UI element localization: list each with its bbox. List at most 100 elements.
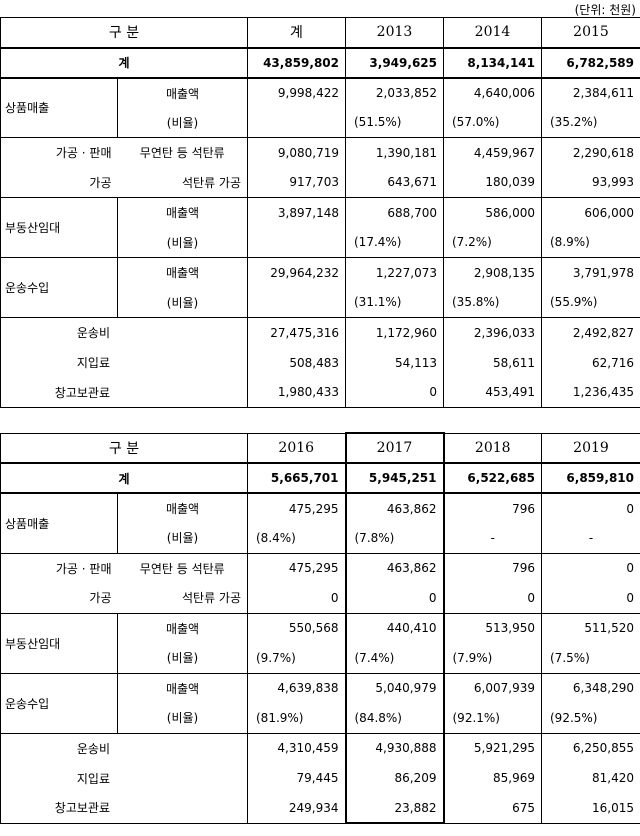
value-cell: (35.2%) xyxy=(541,107,640,138)
header-cell: 2014 xyxy=(443,17,542,49)
value-cell: 550,568 xyxy=(247,612,346,643)
value-cell: 1,172,960 xyxy=(345,317,444,348)
row-label: 창고보관료 xyxy=(0,793,248,824)
header-cell: 구 분 xyxy=(0,17,248,49)
data-row: 지입료 508,483 54,113 58,611 62,716 xyxy=(0,347,640,378)
value-cell: 4,640,006 xyxy=(443,77,542,108)
data-row: 운송수입 매출액 29,964,232 1,227,073 2,908,135 3,791… xyxy=(0,257,640,318)
value-cell: 1,227,073 xyxy=(345,257,444,288)
header-row: 구 분 계 2013 2014 2015 xyxy=(0,17,640,49)
value-cell: 917,703 xyxy=(247,167,346,198)
row-label: (비율) xyxy=(117,643,248,673)
total-value: 8,134,141 xyxy=(443,47,542,79)
header-cell: 2016 xyxy=(247,432,346,464)
value-cell: 463,862 xyxy=(344,552,445,583)
value-cell: 93,993 xyxy=(541,167,640,198)
value-cell: 2,908,135 xyxy=(443,257,542,288)
value-cell: (7.9%) xyxy=(443,643,542,673)
data-row: 창고보관료 1,980,433 0 453,491 1,236,435 xyxy=(0,377,640,408)
value-cell: 1,390,181 xyxy=(345,137,444,168)
value-cell xyxy=(247,227,346,258)
value-cell: 5,040,979 xyxy=(344,672,445,703)
group-label: 운송수입 xyxy=(0,257,118,318)
value-cell: (7.5%) xyxy=(541,643,640,673)
value-cell: 643,671 xyxy=(345,167,444,198)
value-cell: - xyxy=(541,523,640,553)
row-side-label: 가공 xyxy=(0,167,118,198)
group-label: 부동산임대 xyxy=(0,197,118,258)
data-row: 가공 석탄류 가공 0 0 0 0 xyxy=(0,583,640,613)
header-cell: 2017 xyxy=(344,432,445,464)
total-value: 6,522,685 xyxy=(443,463,542,494)
row-label: 매출액 xyxy=(117,672,248,703)
value-cell: (9.7%) xyxy=(247,643,346,673)
value-cell: 0 xyxy=(345,377,444,408)
value-cell: 2,290,618 xyxy=(541,137,640,168)
value-cell: (51.5%) xyxy=(345,107,444,138)
header-cell: 구 분 xyxy=(0,432,248,464)
value-cell: 0 xyxy=(541,552,640,583)
value-cell: 2,384,611 xyxy=(541,77,640,108)
data-row: 운송수입 매출액 4,639,838 5,040,979 6,007,939 6,348,… xyxy=(0,672,640,733)
value-cell: 4,310,459 xyxy=(247,732,346,763)
total-value: 5,945,251 xyxy=(344,463,445,494)
total-value: 5,665,701 xyxy=(247,463,346,494)
value-cell: (8.9%) xyxy=(541,227,640,258)
data-row: (비율) (31.1%) (35.8%) (55.9%) xyxy=(1,287,640,318)
row-label: 지입료 xyxy=(0,763,248,793)
value-cell: (81.9%) xyxy=(247,703,346,733)
value-cell: 180,039 xyxy=(443,167,542,198)
value-cell xyxy=(247,287,346,318)
row-label: 창고보관료 xyxy=(0,377,248,408)
header-row: 구 분 2016 2017 2018 2019 xyxy=(0,432,640,464)
value-cell: 796 xyxy=(443,552,542,583)
group-label: 상품매출 xyxy=(0,492,118,553)
row-side-label: 가공 · 판매 xyxy=(0,137,118,168)
value-cell: 0 xyxy=(247,583,346,613)
value-cell: 29,964,232 xyxy=(247,257,346,288)
data-row: 운송비 27,475,316 1,172,960 2,396,033 2,492,827 xyxy=(0,317,640,348)
data-row: 가공 석탄류 가공 917,703 643,671 180,039 93,993 xyxy=(0,167,640,198)
value-cell: (7.4%) xyxy=(344,643,445,673)
value-cell: 6,250,855 xyxy=(541,732,640,763)
value-cell: 4,459,967 xyxy=(443,137,542,168)
total-value: 6,782,589 xyxy=(541,47,640,79)
total-row: 계 43,859,802 3,949,625 8,134,141 6,782,589 xyxy=(0,47,640,79)
value-cell: 3,791,978 xyxy=(541,257,640,288)
data-row: 상품매출 매출액 475,295 463,862 796 0 xyxy=(0,492,640,553)
value-cell: 2,033,852 xyxy=(345,77,444,108)
row-label: 무연탄 등 석탄류 xyxy=(117,552,248,583)
group-label: 상품매출 xyxy=(0,77,118,138)
data-row: (비율) (51.5%) (57.0%) (35.2%) xyxy=(1,107,640,138)
value-cell: 1,236,435 xyxy=(541,377,640,408)
row-label: 석탄류 가공 xyxy=(117,167,248,198)
row-side-label: 가공 xyxy=(0,583,118,613)
value-cell: 511,520 xyxy=(541,612,640,643)
group-label: 운송수입 xyxy=(0,672,118,733)
value-cell: 796 xyxy=(443,492,542,523)
data-row: 운송비 4,310,459 4,930,888 5,921,295 6,250,855 xyxy=(0,732,640,763)
value-cell xyxy=(247,107,346,138)
value-cell: 586,000 xyxy=(443,197,542,228)
value-cell: 508,483 xyxy=(247,347,346,378)
data-row: 가공 · 판매 무연탄 등 석탄류 475,295 463,862 796 0 xyxy=(0,552,640,583)
row-label: (비율) xyxy=(117,107,248,138)
total-label: 계 xyxy=(0,47,248,79)
value-cell: 6,007,939 xyxy=(443,672,542,703)
row-label: 매출액 xyxy=(117,77,248,108)
total-label: 계 xyxy=(0,463,248,494)
value-cell: 6,348,290 xyxy=(541,672,640,703)
data-row: 창고보관료 249,934 23,882 675 16,015 xyxy=(0,793,640,824)
row-label: 운송비 xyxy=(0,317,248,348)
data-table: 구 분 계 2013 2014 2015 계 43,859,802 3,949,625 8,13… xyxy=(0,17,640,408)
value-cell: (17.4%) xyxy=(345,227,444,258)
header-cell: 2015 xyxy=(541,17,640,49)
value-cell: 9,080,719 xyxy=(247,137,346,168)
value-cell: 513,950 xyxy=(443,612,542,643)
value-cell: 4,639,838 xyxy=(247,672,346,703)
data-row: 지입료 79,445 86,209 85,969 81,420 xyxy=(0,763,640,793)
value-cell: 58,611 xyxy=(443,347,542,378)
value-cell: 62,716 xyxy=(541,347,640,378)
data-table: 구 분 2016 2017 2018 2019 계 5,665,701 5,945,251 6,… xyxy=(0,432,640,824)
